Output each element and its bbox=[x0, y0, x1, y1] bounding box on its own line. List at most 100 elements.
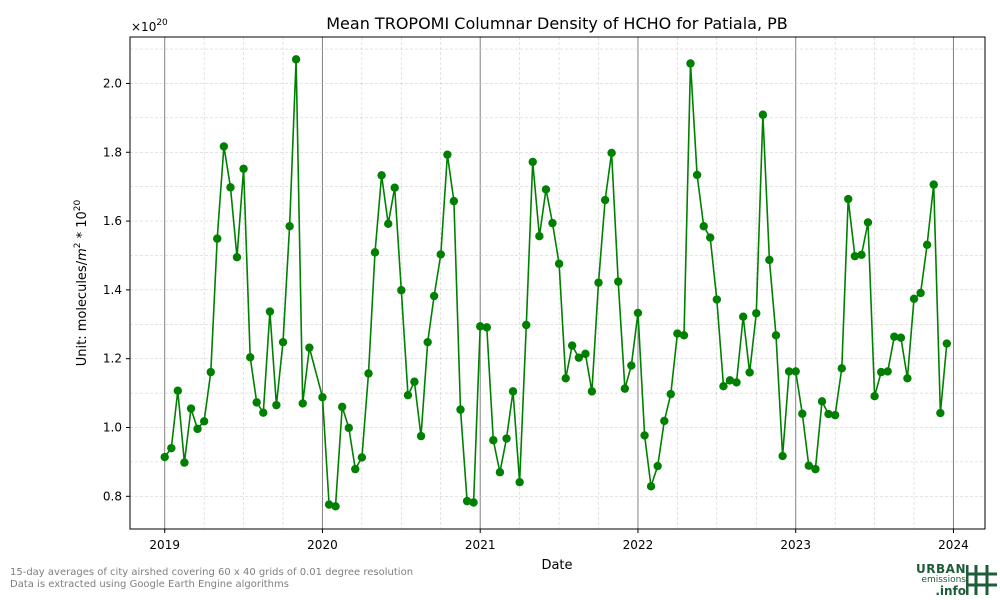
data-point bbox=[331, 502, 340, 511]
urban-emissions-logo[interactable]: URBAN emissions .info bbox=[896, 562, 1000, 598]
data-point bbox=[265, 307, 275, 316]
plot-frame bbox=[129, 36, 986, 530]
data-point bbox=[246, 353, 255, 362]
data-point bbox=[410, 377, 419, 386]
data-point bbox=[877, 367, 886, 377]
data-point bbox=[587, 387, 597, 396]
data-point bbox=[259, 408, 268, 417]
y-label-exp1: 2 bbox=[73, 243, 83, 249]
y-tick-label: 0.8 bbox=[103, 489, 122, 503]
data-point bbox=[515, 478, 524, 487]
data-point bbox=[679, 331, 689, 340]
y-label-mid: * 10 bbox=[75, 211, 90, 242]
data-point bbox=[627, 361, 636, 370]
data-point bbox=[219, 142, 229, 151]
data-point bbox=[285, 222, 294, 231]
data-point bbox=[712, 295, 722, 304]
data-point bbox=[837, 364, 846, 373]
data-point bbox=[548, 218, 557, 228]
x-tick-label: 2020 bbox=[307, 538, 338, 552]
x-tick-label: 2024 bbox=[938, 538, 969, 552]
data-point bbox=[765, 255, 774, 265]
x-tick-label: 2019 bbox=[149, 538, 180, 552]
data-point bbox=[344, 423, 353, 433]
data-point bbox=[784, 367, 794, 376]
data-point bbox=[239, 164, 248, 173]
data-point bbox=[193, 424, 202, 434]
data-point bbox=[673, 329, 682, 338]
data-point bbox=[620, 384, 630, 393]
data-point bbox=[364, 369, 373, 378]
data-point bbox=[804, 461, 813, 470]
x-tick-label: 2023 bbox=[780, 538, 811, 552]
data-point bbox=[423, 337, 432, 347]
data-point bbox=[456, 405, 465, 414]
data-point bbox=[640, 431, 649, 440]
data-point bbox=[416, 431, 426, 441]
offset-base: ×10 bbox=[131, 20, 156, 34]
y-tick-label: 1.0 bbox=[103, 421, 122, 435]
data-point bbox=[850, 251, 860, 261]
data-point bbox=[508, 387, 518, 396]
data-point bbox=[272, 400, 281, 410]
data-point bbox=[791, 367, 800, 376]
data-point bbox=[305, 343, 314, 352]
data-point bbox=[462, 496, 472, 506]
data-point bbox=[699, 222, 708, 231]
logo-text-emissions: emissions bbox=[921, 575, 966, 585]
data-point bbox=[199, 417, 209, 426]
data-point bbox=[429, 291, 439, 301]
data-point bbox=[745, 368, 754, 377]
y-axis: 0.8 1.0 1.2 1.4 1.6 1.8 2.0 bbox=[103, 76, 130, 503]
data-point bbox=[476, 322, 485, 331]
data-point bbox=[522, 320, 531, 330]
y-axis-label: Unit: molecules/m2 * 1020 bbox=[73, 199, 90, 366]
series-line bbox=[160, 55, 952, 511]
y-label-m: m bbox=[75, 248, 90, 261]
logo-text-urban: URBAN bbox=[916, 562, 966, 576]
data-point bbox=[916, 288, 925, 298]
data-point bbox=[660, 416, 669, 426]
data-point bbox=[180, 458, 189, 467]
data-point bbox=[936, 408, 945, 418]
data-point bbox=[942, 339, 952, 348]
data-point bbox=[811, 464, 820, 474]
data-point bbox=[449, 196, 459, 206]
data-point bbox=[574, 353, 583, 362]
data-point bbox=[922, 240, 932, 250]
data-point bbox=[213, 234, 222, 243]
data-point bbox=[278, 337, 288, 347]
y-label-prefix: Unit: molecules/ bbox=[75, 260, 90, 366]
data-point bbox=[614, 277, 623, 286]
data-point bbox=[482, 323, 492, 332]
data-point bbox=[758, 110, 768, 119]
y-tick-label: 1.8 bbox=[103, 145, 122, 159]
data-point bbox=[567, 341, 577, 350]
data-point bbox=[397, 286, 406, 295]
data-point bbox=[535, 232, 544, 241]
offset-exp: 20 bbox=[156, 18, 168, 28]
chart-title: Mean TROPOMI Columnar Density of HCHO fo… bbox=[326, 14, 787, 33]
y-tick-label: 1.2 bbox=[103, 352, 122, 366]
data-point bbox=[384, 219, 393, 229]
data-point bbox=[160, 452, 169, 462]
data-point bbox=[206, 367, 215, 377]
data-point bbox=[403, 390, 413, 400]
data-point bbox=[857, 250, 866, 259]
data-point bbox=[909, 294, 919, 304]
data-point bbox=[541, 185, 551, 194]
data-point bbox=[863, 218, 873, 227]
data-point bbox=[890, 332, 899, 341]
data-point bbox=[692, 170, 702, 180]
data-point bbox=[495, 468, 505, 477]
data-point bbox=[738, 312, 748, 321]
grid bbox=[130, 37, 985, 529]
y-label-exp2: 20 bbox=[73, 199, 83, 211]
data-point bbox=[817, 397, 827, 406]
data-point bbox=[725, 376, 735, 385]
x-axis: 2019 2020 2021 2022 2023 2024 bbox=[149, 529, 969, 552]
data-point bbox=[798, 409, 807, 418]
data-point bbox=[318, 393, 327, 402]
data-point bbox=[929, 180, 938, 189]
